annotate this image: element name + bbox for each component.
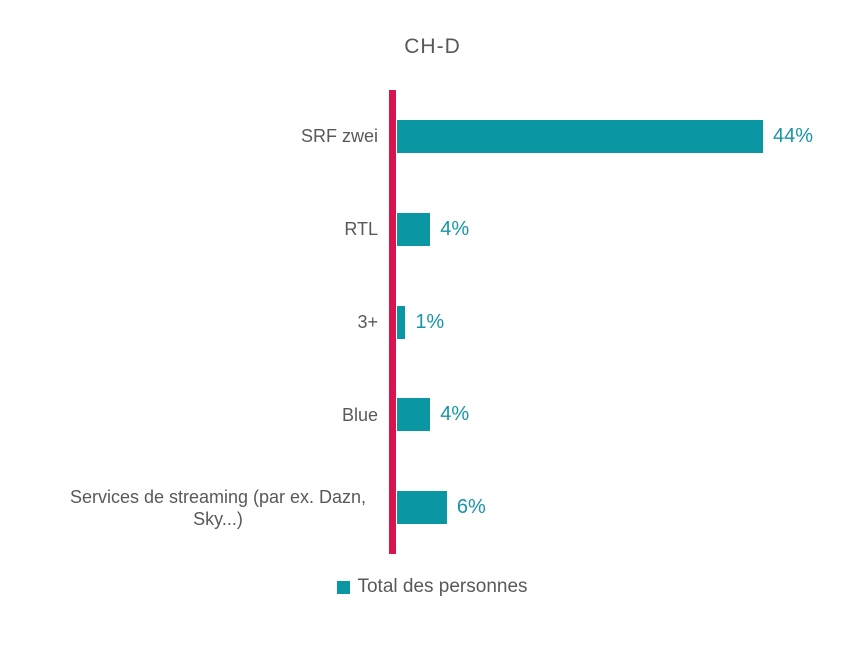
legend: Total des personnes — [0, 576, 865, 598]
value-label: 4% — [440, 217, 470, 240]
category-label: Services de streaming (par ex. Dazn, Sky… — [0, 475, 378, 541]
legend-label: Total des personnes — [357, 576, 528, 597]
bar — [397, 212, 431, 246]
category-axis-line — [389, 90, 396, 554]
category-label: RTL — [0, 196, 378, 262]
value-label: 1% — [415, 310, 445, 333]
value-label: 44% — [773, 124, 814, 147]
category-label: Blue — [0, 382, 378, 448]
bar — [397, 119, 763, 153]
category-label-text: RTL — [344, 219, 378, 240]
category-label-text: Services de streaming (par ex. Dazn, Sky… — [69, 486, 367, 529]
chart-title: CH-D — [404, 35, 461, 58]
category-label: SRF zwei — [0, 103, 378, 169]
category-label: 3+ — [0, 289, 378, 355]
bar — [397, 398, 431, 432]
category-label-text: 3+ — [357, 312, 378, 332]
category-label-text: SRF zwei — [300, 126, 378, 147]
value-label: 4% — [440, 403, 470, 426]
bar — [397, 305, 406, 339]
value-label: 6% — [456, 496, 486, 519]
bar — [397, 491, 447, 525]
legend-swatch — [337, 580, 351, 594]
category-label-text: Blue — [341, 404, 378, 425]
